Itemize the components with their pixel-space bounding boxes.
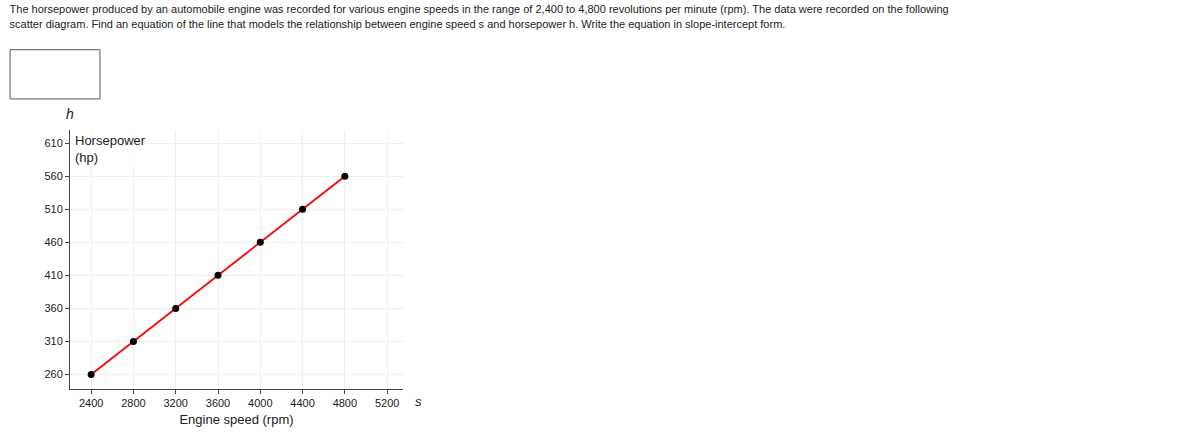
svg-text:560: 560 <box>44 170 62 182</box>
svg-text:510: 510 <box>44 203 62 215</box>
svg-text:s: s <box>415 394 422 409</box>
svg-text:310: 310 <box>44 335 62 347</box>
svg-text:4400: 4400 <box>290 397 314 409</box>
svg-text:360: 360 <box>44 302 62 314</box>
svg-text:3200: 3200 <box>163 397 187 409</box>
svg-text:5200: 5200 <box>375 397 399 409</box>
svg-text:260: 260 <box>44 368 62 380</box>
svg-text:Engine speed (rpm): Engine speed (rpm) <box>179 412 293 427</box>
svg-text:2400: 2400 <box>79 397 103 409</box>
svg-text:2800: 2800 <box>121 397 145 409</box>
svg-text:610: 610 <box>44 137 62 149</box>
svg-text:4000: 4000 <box>248 397 272 409</box>
svg-text:410: 410 <box>44 269 62 281</box>
svg-text:4800: 4800 <box>333 397 357 409</box>
svg-text:The horsepower produced by an: The horsepower produced by an automobile… <box>10 3 949 29</box>
svg-text:Horsepower(hp): Horsepower(hp) <box>75 133 146 165</box>
svg-text:3600: 3600 <box>206 397 230 409</box>
svg-text:h: h <box>66 106 74 122</box>
svg-text:460: 460 <box>44 236 62 248</box>
